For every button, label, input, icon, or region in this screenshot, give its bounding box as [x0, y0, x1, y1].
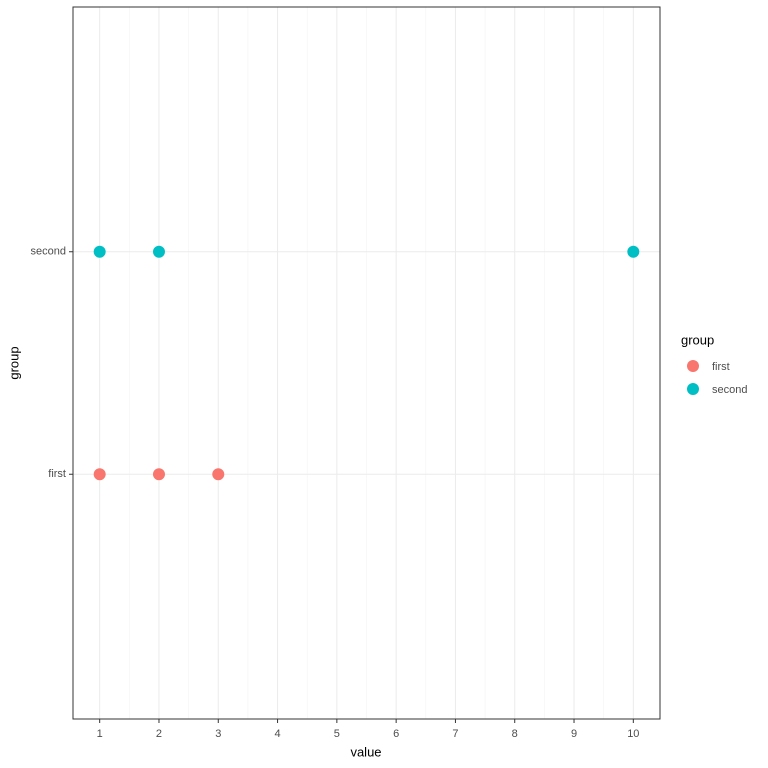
x-axis-title: value — [350, 744, 381, 759]
panel-border — [72, 6, 661, 720]
legend-label: first — [712, 361, 730, 373]
y-tick-label: first — [48, 468, 66, 480]
point — [93, 245, 106, 258]
point — [93, 468, 106, 481]
point — [627, 245, 640, 258]
y-axis-title: group — [6, 346, 21, 379]
x-tick-label: 7 — [452, 728, 458, 740]
x-tick-label: 1 — [97, 728, 103, 740]
point — [212, 468, 225, 481]
x-tick-label: 3 — [215, 728, 221, 740]
legend-title: group — [681, 332, 714, 347]
point — [152, 468, 165, 481]
x-tick-label: 4 — [274, 728, 280, 740]
legend-label: second — [712, 384, 747, 396]
x-tick-label: 9 — [571, 728, 577, 740]
legend-key — [687, 360, 699, 372]
legend-key — [687, 383, 699, 395]
x-tick-label: 2 — [156, 728, 162, 740]
y-tick-label: second — [31, 246, 66, 258]
point — [152, 245, 165, 258]
x-tick-label: 8 — [512, 728, 518, 740]
x-tick-label: 10 — [627, 728, 639, 740]
x-tick-label: 6 — [393, 728, 399, 740]
x-tick-label: 5 — [334, 728, 340, 740]
